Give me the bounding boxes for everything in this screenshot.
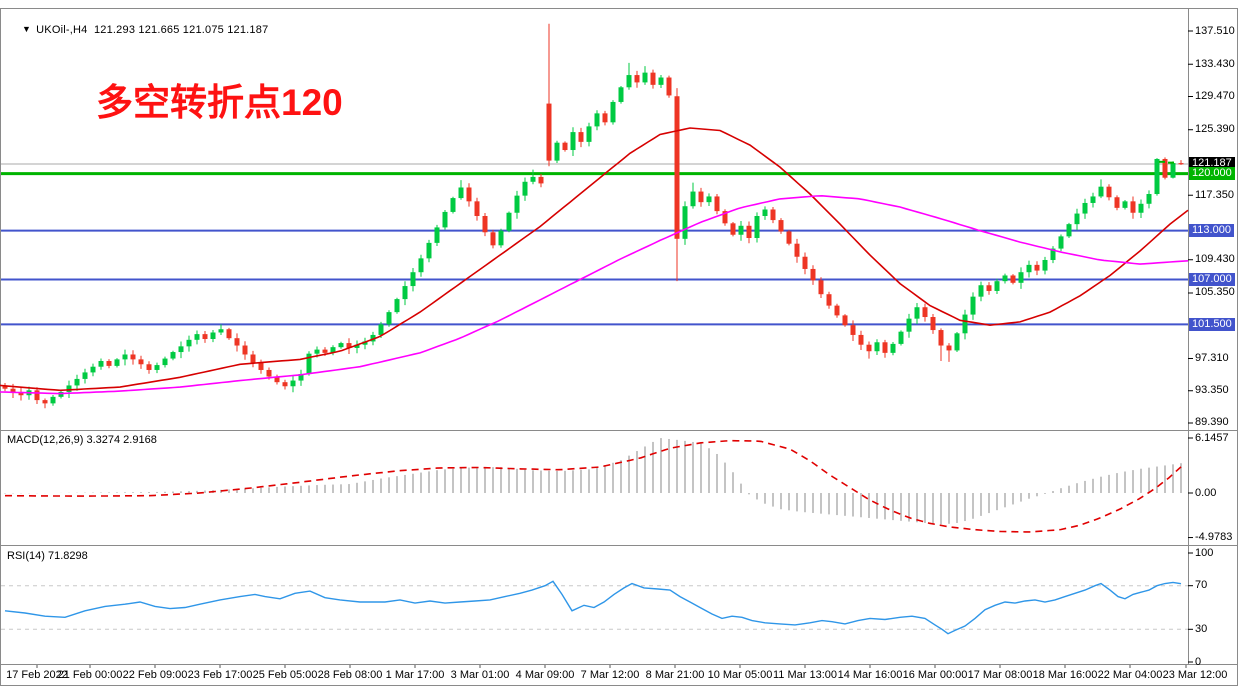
axis-tick-label: 129.470 [1195,89,1235,102]
time-axis-label: 10 Mar 05:00 [707,669,773,681]
axis-tick-label: 97.310 [1195,351,1229,364]
axis-tick-label: 70 [1195,579,1208,592]
axis-tick-label: 0.00 [1195,486,1217,499]
axis-tick-label: 137.510 [1195,24,1235,37]
axis-tick-label: 133.430 [1195,57,1235,70]
axis-price-badge: 107.000 [1189,273,1235,287]
time-axis-label: 11 Mar 13:00 [772,669,838,681]
time-axis-label: 3 Mar 01:00 [450,669,510,681]
axis-tick-label: 6.1457 [1195,431,1229,444]
axis-tick-label: 89.390 [1195,416,1229,429]
time-axis-label: 17 Mar 08:00 [967,669,1033,681]
axis-tick-label: 117.350 [1195,188,1234,201]
time-axis-label: 14 Mar 16:00 [837,669,903,681]
price-axis[interactable]: 137.510 133.430 129.470 125.390 121.187 120.0… [1188,0,1238,686]
macd-indicator-label: MACD(12,26,9) 3.3274 2.9168 [7,434,157,446]
symbol-info-bar: ▼ UKOil-,H4 121.293 121.665 121.075 121.1… [9,12,268,48]
time-axis-label: 28 Feb 08:00 [317,669,383,681]
axis-tick-label: 105.350 [1195,286,1235,299]
axis-price-badge: 120.000 [1189,167,1235,181]
axis-tick-label: -4.9783 [1195,531,1233,544]
time-axis-label: 7 Mar 12:00 [580,669,640,681]
time-axis-label: 23 Feb 17:00 [187,669,253,681]
axis-tick-label: 93.350 [1195,384,1229,397]
symbol-title: UKOil-,H4 [36,24,88,36]
time-axis-label: 4 Mar 09:00 [515,669,575,681]
time-axis-label: 16 Mar 00:00 [902,669,968,681]
axis-price-badge: 101.500 [1189,317,1235,331]
time-axis-label: 25 Feb 05:00 [252,669,318,681]
rsi-indicator-label: RSI(14) 71.8298 [7,550,88,562]
time-axis-label: 17 Feb 2022 [6,669,68,681]
axis-tick-label: 125.390 [1195,123,1235,136]
axis-tick-label: 30 [1195,622,1208,635]
time-axis-label: 1 Mar 17:00 [385,669,445,681]
axis-tick-label: 0 [1195,655,1202,668]
time-axis-label: 8 Mar 21:00 [645,669,705,681]
time-axis[interactable]: 17 Feb 2022 21 Feb 00:00 22 Feb 09:00 23 Fe… [0,666,1238,686]
annotation-text: 多空转折点120 [96,82,343,123]
axis-price-badge: 113.000 [1189,224,1234,238]
time-axis-label: 22 Feb 09:00 [122,669,188,681]
axis-tick-label: 100 [1195,546,1214,559]
time-axis-label: 21 Feb 00:00 [57,669,123,681]
time-axis-label: 18 Mar 16:00 [1032,669,1098,681]
axis-tick-label: 109.430 [1195,253,1235,266]
symbol-ohlc-values: 121.293 121.665 121.075 121.187 [93,24,269,36]
time-axis-label: 23 Mar 12:00 [1162,669,1228,681]
time-axis-label: 22 Mar 04:00 [1097,669,1163,681]
collapse-arrow-icon: ▼ [22,24,32,34]
